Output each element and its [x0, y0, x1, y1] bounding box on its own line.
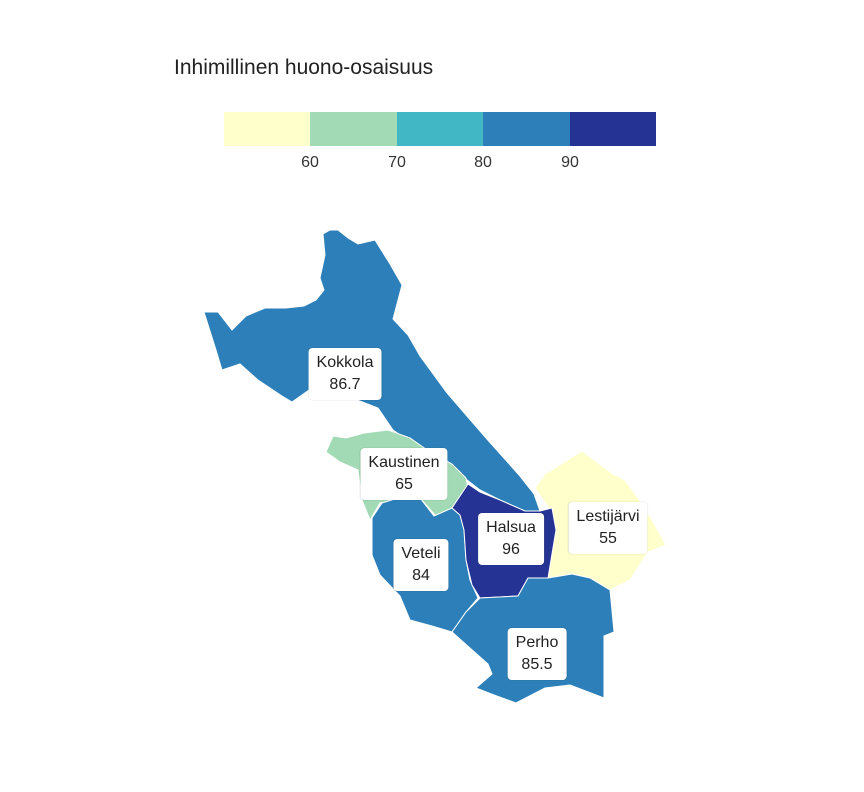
- region-label-lestijarvi: Lestijärvi 55: [568, 502, 648, 554]
- region-value: 96: [502, 541, 520, 558]
- region-label-kokkola: Kokkola 86.7: [308, 348, 382, 400]
- region-value: 85.5: [521, 656, 553, 673]
- legend-title: Inhimillinen huono-osaisuus: [174, 56, 434, 79]
- legend-tick: 70: [388, 154, 406, 171]
- legend-swatch-5: [569, 112, 657, 146]
- region-name: Perho: [515, 634, 559, 651]
- region-value: 86.7: [329, 376, 361, 393]
- region-name: Kaustinen: [368, 454, 440, 471]
- region-name: Veteli: [401, 545, 441, 562]
- region-name: Lestijärvi: [576, 508, 640, 525]
- legend-swatch-1: [224, 112, 311, 146]
- color-legend: [224, 112, 657, 146]
- legend-tick: 80: [474, 154, 492, 171]
- region-value: 65: [395, 476, 413, 493]
- region-name: Kokkola: [316, 354, 374, 371]
- region-label-halsua: Halsua 96: [478, 513, 544, 565]
- region-value: 84: [412, 567, 430, 584]
- legend-tick: 90: [561, 154, 579, 171]
- legend-swatch-2: [310, 112, 397, 146]
- legend-swatch-4: [483, 112, 570, 146]
- region-label-kaustinen: Kaustinen 65: [360, 448, 448, 500]
- region-name: Halsua: [486, 519, 536, 536]
- region-value: 55: [599, 530, 617, 547]
- region-label-perho: Perho 85.5: [507, 628, 567, 680]
- legend-tick: 60: [301, 154, 319, 171]
- region-label-veteli: Veteli 84: [393, 539, 449, 591]
- legend-swatch-3: [396, 112, 484, 146]
